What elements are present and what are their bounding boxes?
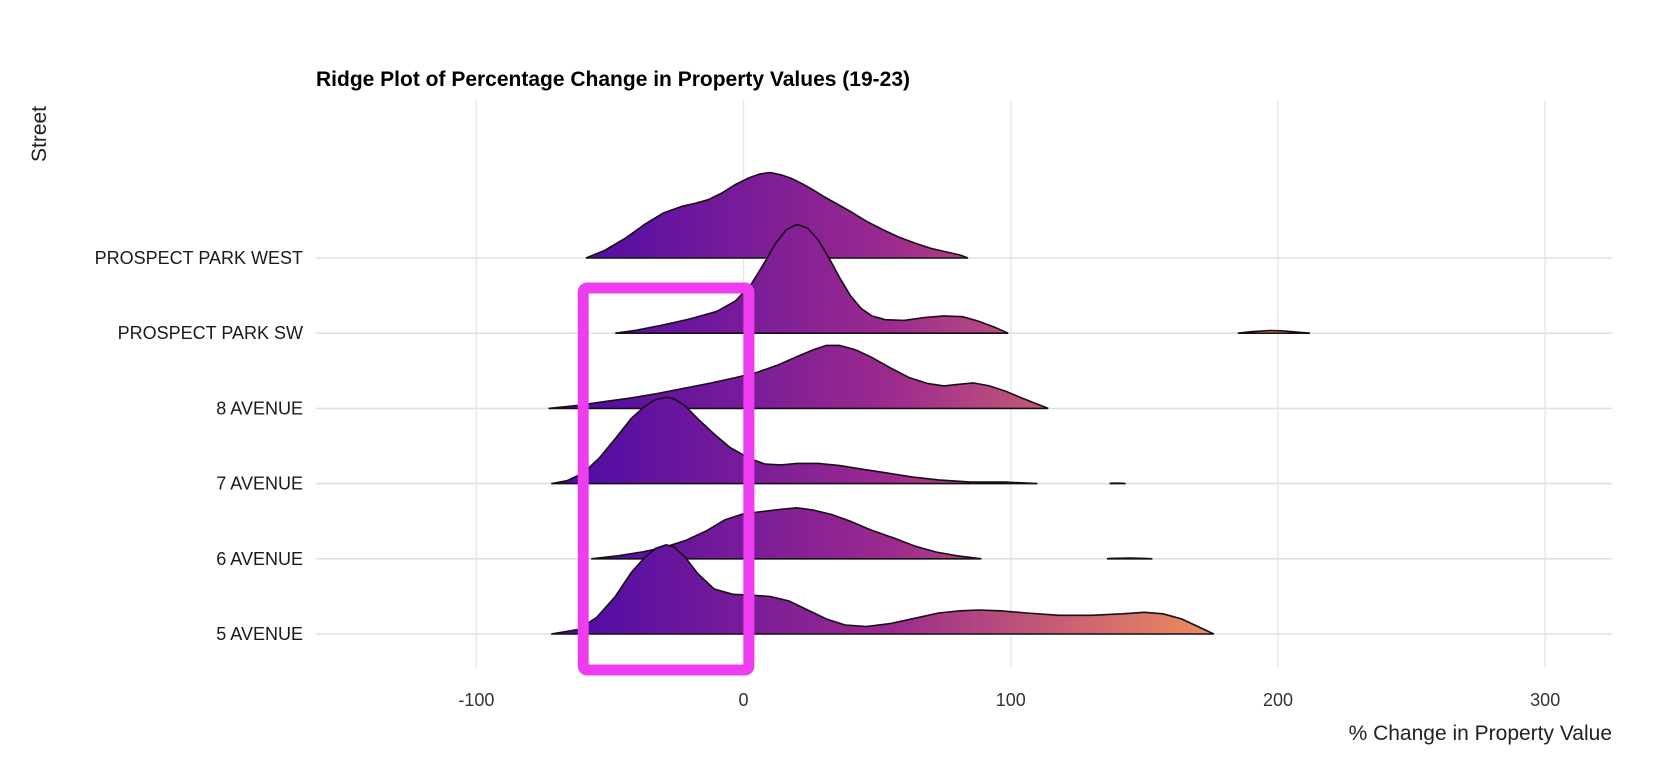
ridge-density [1106, 557, 1153, 560]
x-tick-label: -100 [458, 690, 494, 710]
x-tick-label: 200 [1263, 690, 1293, 710]
y-axis-title: Street [28, 106, 51, 162]
ridges [548, 171, 1311, 635]
street-label: 5 AVENUE [216, 624, 303, 644]
street-labels: 5 AVENUE 6 AVENUE 7 AVENUE 8 AVENUE PROSPECT… [95, 248, 303, 644]
x-tick-labels: -100 0 100 200 300 [458, 690, 1560, 710]
street-label: 7 AVENUE [216, 474, 303, 494]
street-baselines [316, 257, 1612, 635]
street-label: PROSPECT PARK SW [118, 323, 303, 343]
x-tick-label: 100 [996, 690, 1026, 710]
chart-title: Ridge Plot of Percentage Change in Prope… [316, 68, 910, 91]
highlight-box [577, 282, 755, 676]
ridge-density [551, 543, 1215, 635]
street-label: PROSPECT PARK WEST [95, 248, 303, 268]
street-label: 8 AVENUE [216, 398, 303, 418]
ridge-density [591, 506, 982, 560]
x-axis-title: % Change in Property Value [1349, 722, 1612, 745]
ridge-density [585, 171, 969, 259]
ridge-density [548, 344, 1049, 410]
highlight-layer [577, 282, 755, 676]
street-label: 6 AVENUE [216, 549, 303, 569]
x-tick-label: 300 [1530, 690, 1560, 710]
ridge-density [1237, 329, 1311, 334]
x-tick-label: 0 [739, 690, 749, 710]
ridge-density [615, 223, 1009, 334]
ridge-density [551, 396, 1038, 485]
